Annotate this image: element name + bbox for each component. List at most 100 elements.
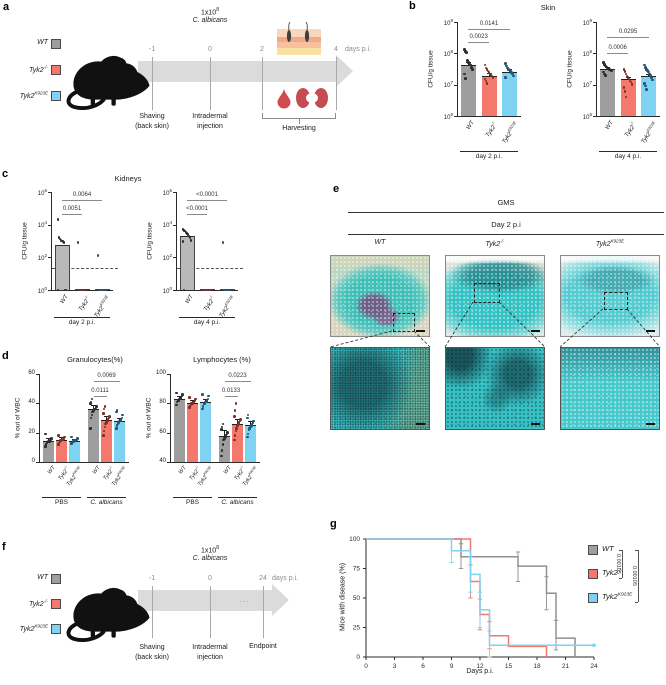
data-point: [119, 419, 122, 423]
timeline-tick-label: 0: [208, 46, 212, 53]
error-bar: [106, 415, 107, 421]
scale-bar: [416, 330, 425, 332]
data-point: [236, 424, 239, 427]
data-point: [103, 404, 107, 408]
shaving-label: Shaving (back skin): [135, 644, 169, 662]
y-tick: [593, 84, 596, 86]
data-point: [465, 51, 468, 54]
y-axis: [39, 374, 40, 463]
bar: [620, 79, 636, 116]
kidneys-icon: [295, 86, 329, 110]
pvalue-bracket: [638, 550, 639, 602]
data-point: [235, 426, 238, 430]
data-point: [57, 441, 61, 445]
data-point: [463, 72, 466, 76]
data-point: [119, 418, 123, 421]
inoculum-dose: 1x108: [201, 545, 219, 555]
blood-drop-svg: [277, 88, 291, 109]
text-fragment: WT: [374, 239, 386, 246]
text-fragment: 6: [450, 111, 453, 117]
data-point: [467, 60, 470, 64]
text-fragment: Tyk2K923E: [595, 239, 625, 249]
text-fragment: K923E: [505, 120, 517, 133]
data-point: [250, 422, 254, 426]
histology-image-low-mag: [330, 255, 430, 337]
legend-label: Tyk2K923E: [0, 91, 48, 100]
error-bar: [224, 429, 225, 436]
y-tick-label: 40: [28, 399, 35, 406]
data-point: [179, 396, 183, 399]
panel-label-a: a: [3, 1, 10, 13]
group-label: PBS: [54, 499, 68, 506]
y-tick-label: 25: [353, 625, 361, 632]
y-tick: [36, 462, 39, 463]
error-bar-cap: [46, 437, 51, 439]
data-point: [56, 288, 60, 292]
text-fragment: 2: [44, 252, 47, 258]
data-point: [205, 400, 208, 404]
legend-swatch: [588, 593, 598, 603]
timeline-tick: [152, 586, 153, 638]
timeline-tick: [210, 57, 211, 110]
data-point: [50, 437, 53, 440]
x-tick-label: 9: [450, 663, 454, 670]
group-line: [42, 497, 81, 498]
kidneys-title: Kidneys: [114, 174, 142, 183]
bar: [200, 401, 211, 462]
bar: [54, 245, 70, 290]
data-point: [117, 421, 120, 424]
y-tick: [36, 432, 39, 434]
sig-bracket-line: [468, 29, 510, 30]
data-point: [44, 445, 47, 448]
sig-bracket-line: [224, 381, 251, 382]
panel-label-d: d: [2, 350, 9, 362]
data-point: [83, 288, 87, 292]
sig-bracket-line: [187, 200, 227, 201]
data-point: [483, 63, 487, 67]
data-point: [95, 404, 98, 408]
text-fragment: Tyk2-/-: [602, 568, 623, 577]
y-axis-title: % out of WBC: [14, 397, 22, 439]
image-texture: [561, 348, 659, 429]
y-axis: [170, 374, 171, 463]
data-point: [223, 437, 226, 440]
data-point: [180, 394, 184, 398]
group-line: [54, 317, 110, 318]
mouse-leg: [111, 97, 116, 106]
y-tick-label: 106: [443, 111, 453, 121]
group-label: day 2 p.i.: [68, 319, 96, 326]
pvalue-bracket: [622, 550, 623, 578]
y-tick: [48, 224, 51, 226]
text-fragment: 9: [450, 17, 453, 23]
timeline-tick: [263, 586, 264, 638]
error-bar: [237, 419, 238, 424]
decor: [305, 21, 308, 31]
data-point: [626, 76, 630, 79]
organism-label: C. albicans: [192, 555, 228, 562]
error-bar: [61, 437, 62, 440]
scale-bar: [531, 423, 540, 425]
mouse-body: [73, 55, 150, 100]
text-fragment: K923E: [34, 624, 48, 629]
x-tick-label: 21: [562, 663, 570, 670]
scale-bar: [531, 330, 540, 332]
x-tick-label: 24: [590, 663, 598, 670]
days-pi-label: days p.i.: [272, 575, 299, 582]
data-point: [504, 76, 507, 79]
lymphocytes-title: Lymphocytes (%): [193, 355, 251, 364]
inoculum-dose: 1x108: [201, 7, 219, 17]
timeline-tick-label: -1: [148, 575, 156, 582]
granulocytes-title: Granulocytes(%): [67, 355, 123, 364]
data-point: [177, 399, 180, 402]
data-point: [120, 416, 124, 420]
text-fragment: Tyk2-/-: [203, 294, 216, 313]
zoom-region-box: [393, 313, 415, 332]
y-axis: [51, 192, 52, 291]
y-tick-label: 60: [28, 370, 35, 376]
y-tick-label: 108: [582, 48, 592, 58]
legend-swatch: [588, 545, 598, 555]
y-tick-label: 106: [37, 187, 47, 197]
text-fragment: Tyk2-/-: [485, 239, 505, 249]
text-fragment: K923E: [246, 465, 257, 476]
data-point: [220, 454, 223, 458]
